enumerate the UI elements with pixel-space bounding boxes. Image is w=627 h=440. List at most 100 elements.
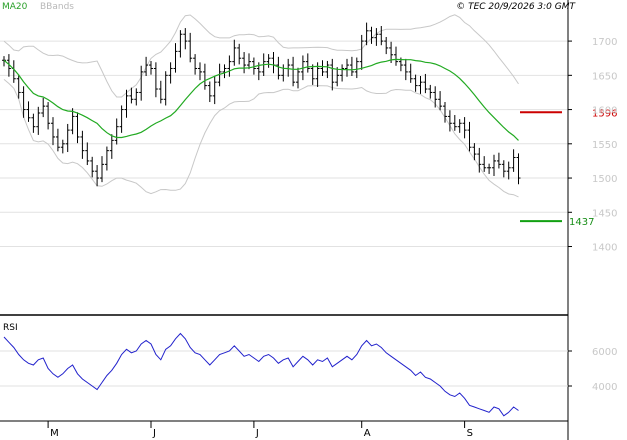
ohlc-bar [90, 156, 95, 178]
rsi-tick-label: 4000 [592, 382, 617, 393]
ohlc-bar [487, 163, 492, 174]
ohlc-bar [413, 74, 418, 92]
ohlc-bar [364, 22, 369, 46]
ohlc-bar [266, 54, 271, 68]
ohlc-bar [168, 62, 173, 84]
ohlc-bar [296, 67, 300, 89]
ohlc-bar [183, 28, 188, 50]
ohlc-bar [492, 154, 496, 176]
ohlc-bar [374, 28, 379, 46]
rsi-line [3, 332, 519, 417]
month-tick-label: S [467, 428, 473, 439]
ohlc-bar [134, 88, 139, 106]
ohlc-bar [369, 26, 374, 44]
ohlc-bar [163, 71, 168, 106]
ohlc-bar [335, 67, 340, 87]
ohlc-bar [379, 26, 384, 46]
ohlc-bar [75, 112, 80, 144]
ohlc-bar [85, 142, 90, 166]
ohlc-bar [330, 58, 335, 91]
bbands-lower [3, 79, 519, 198]
ohlc-bar [227, 55, 232, 77]
rsi-axis-ticks: 4000 6000 [568, 347, 617, 393]
rsi-gridlines [0, 350, 568, 387]
month-tick-label: J [255, 428, 259, 439]
support-label: 1437 [569, 217, 594, 228]
ohlc-bar [16, 74, 21, 99]
ohlc-bar [320, 60, 325, 77]
ohlc-bar [516, 153, 521, 185]
price-tick-label: 1600 [592, 106, 617, 117]
ma20-path [3, 58, 519, 141]
ohlc-bar [472, 143, 477, 161]
ohlc-bar [80, 130, 85, 159]
ohlc-bar [394, 46, 398, 66]
ohlc-bar [70, 108, 75, 135]
ohlc-bar [55, 128, 60, 152]
legend-ma20: MA20 [2, 2, 28, 12]
price-tick-label: 1700 [592, 37, 617, 48]
ohlc-bar [359, 34, 364, 70]
ohlc-bar [443, 102, 447, 123]
ohlc-bar [104, 146, 109, 171]
ohlc-bar [452, 115, 457, 131]
price-levels: 1596 1437 [520, 108, 617, 228]
ohlc-bar [340, 64, 345, 82]
ohlc-bar [6, 54, 11, 77]
ohlc-bar [242, 52, 247, 74]
ohlc-bars [2, 22, 521, 187]
ohlc-bar [511, 149, 516, 172]
ohlc-bar [428, 84, 433, 99]
bbands-upper [3, 14, 519, 98]
ohlc-bar [41, 97, 46, 118]
ohlc-bar [139, 65, 144, 101]
ohlc-bar [457, 119, 462, 133]
ohlc-bar [124, 89, 129, 118]
ohlc-bar [433, 86, 438, 108]
ohlc-bar [202, 63, 207, 90]
ohlc-bar [354, 57, 359, 79]
ohlc-bar [467, 121, 472, 152]
ohlc-bar [46, 102, 51, 130]
ohlc-bar [310, 64, 315, 85]
ohlc-bar [144, 56, 149, 77]
resistance-label: 1596 [592, 108, 617, 119]
ohlc-bar [158, 80, 163, 104]
ohlc-bar [247, 53, 251, 70]
copyright-text: © TEC 20/9/2026 3:0 GMT [456, 2, 576, 12]
ohlc-bar [149, 60, 153, 75]
ohlc-bar [418, 76, 423, 94]
month-tick-label: J [152, 428, 156, 439]
price-tick-label: 1650 [592, 71, 617, 82]
rsi-tick-label: 6000 [592, 347, 617, 358]
ohlc-bar [95, 165, 100, 187]
ohlc-bar [109, 134, 114, 159]
ohlc-bar [65, 123, 70, 153]
ohlc-bar [482, 156, 487, 172]
ohlc-bar [237, 43, 242, 65]
ohlc-bar [506, 161, 511, 180]
ohlc-bar [251, 57, 256, 75]
ohlc-bar [26, 101, 31, 122]
ohlc-bar [291, 56, 296, 87]
ohlc-bar [212, 76, 217, 105]
ohlc-bar [501, 160, 506, 178]
ohlc-bar [188, 32, 193, 63]
bollinger-bands [3, 14, 519, 198]
ohlc-bar [496, 152, 501, 169]
ohlc-bar [349, 56, 354, 77]
ohlc-bar [438, 91, 443, 111]
ohlc-bar [325, 60, 330, 79]
ohlc-bar [477, 147, 482, 173]
ohlc-bar [36, 106, 41, 135]
ohlc-bar [193, 54, 198, 75]
ohlc-bar [408, 63, 413, 83]
ohlc-bar [222, 64, 227, 79]
rsi-panel-label: RSI [3, 323, 18, 333]
ohlc-bar [21, 86, 26, 118]
month-tick-label: A [364, 428, 371, 439]
ohlc-bar [403, 58, 408, 81]
